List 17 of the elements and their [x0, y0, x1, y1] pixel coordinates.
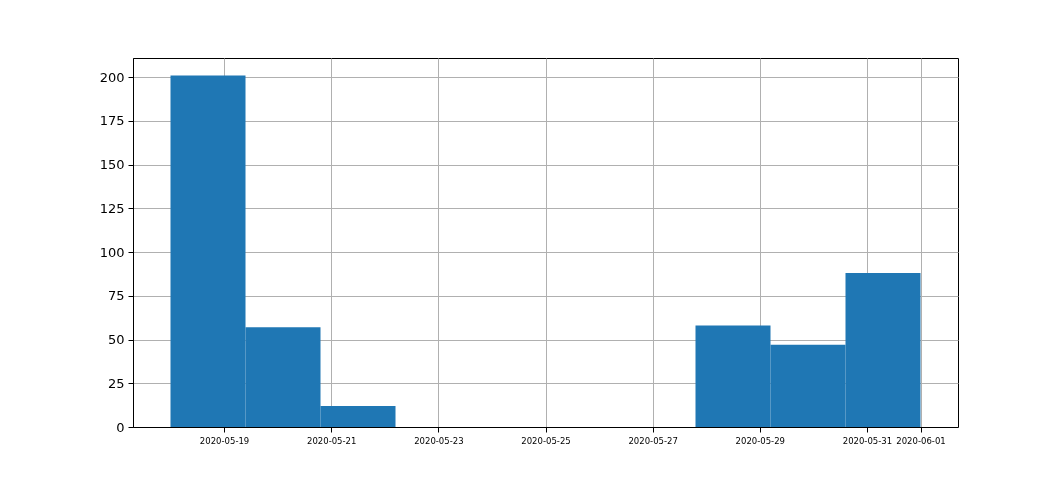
y-tick-label: 100 [99, 244, 125, 260]
y-tick-label: 25 [107, 375, 125, 391]
y-tick-label: 0 [116, 419, 125, 435]
x-tick-label: 2020-05-19 [199, 435, 250, 446]
y-tick-label: 125 [99, 200, 125, 216]
x-tick-label: 2020-05-29 [735, 435, 785, 446]
x-tick-label: 2020-05-27 [628, 435, 678, 446]
x-tick-label: 2020-05-21 [307, 435, 357, 446]
y-tick-label: 200 [99, 69, 125, 85]
y-tick-label: 75 [107, 288, 125, 304]
y-tick-label: 175 [99, 113, 125, 129]
x-tick-label: 2020-05-25 [521, 435, 571, 446]
x-tick-label: 2020-05-23 [414, 435, 464, 446]
x-tick-label: 2020-05-31 [842, 435, 893, 446]
y-tick-label: 50 [107, 332, 125, 348]
x-tick-label: 2020-06-01 [896, 435, 946, 446]
y-tick-label: 150 [99, 157, 125, 173]
